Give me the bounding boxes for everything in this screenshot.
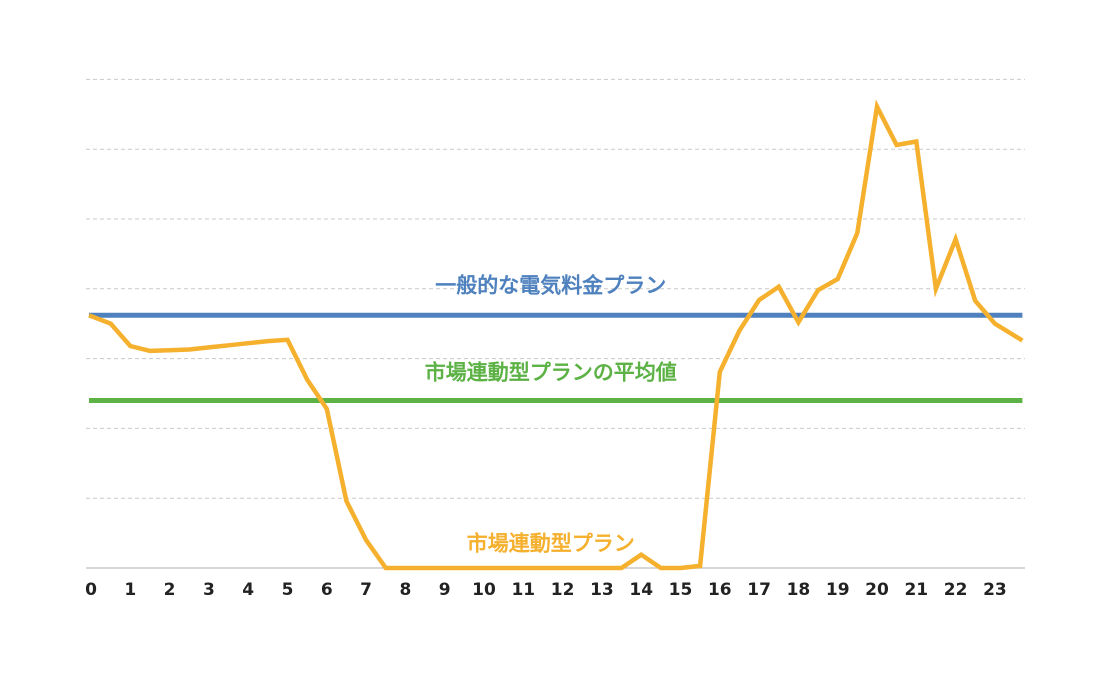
series-line-2 <box>88 99 1024 571</box>
x-tick-label: 5 <box>282 580 294 600</box>
x-tick-label: 17 <box>747 580 771 600</box>
x-tick-label: 4 <box>242 580 254 600</box>
series-group <box>88 99 1024 571</box>
x-tick-label: 22 <box>944 580 968 600</box>
x-tick-label: 13 <box>590 580 614 600</box>
x-tick-label: 19 <box>826 580 850 600</box>
x-tick-label: 6 <box>321 580 333 600</box>
x-tick-labels: 0 1 2 3 4 5 6 7 8 9 10 11 12 13 14 15 16 17 18 19 20 21 22 23 <box>85 580 1007 600</box>
annotation-label-1: 市場連動型プランの平均値 <box>425 361 677 385</box>
x-tick-label: 16 <box>708 580 732 600</box>
x-tick-label: 10 <box>472 580 496 600</box>
x-tick-label: 1 <box>124 580 136 600</box>
x-tick-label: 15 <box>669 580 693 600</box>
x-tick-label: 0 <box>85 580 97 600</box>
x-tick-label: 11 <box>511 580 535 600</box>
x-tick-label: 21 <box>904 580 928 600</box>
x-tick-label: 20 <box>865 580 889 600</box>
x-tick-label: 8 <box>399 580 411 600</box>
x-tick-label: 9 <box>439 580 451 600</box>
annotation-label-0: 一般的な電気料金プラン <box>435 273 666 297</box>
annotation-label-2: 市場連動型プラン <box>467 532 635 556</box>
x-tick-label: 2 <box>164 580 176 600</box>
x-tick-label: 7 <box>360 580 372 600</box>
x-tick-label: 23 <box>983 580 1007 600</box>
grid-lines <box>86 78 1025 499</box>
x-tick-label: 3 <box>203 580 215 600</box>
x-tick-label: 18 <box>787 580 811 600</box>
x-tick-label: 14 <box>629 580 653 600</box>
x-tick-label: 12 <box>551 580 575 600</box>
